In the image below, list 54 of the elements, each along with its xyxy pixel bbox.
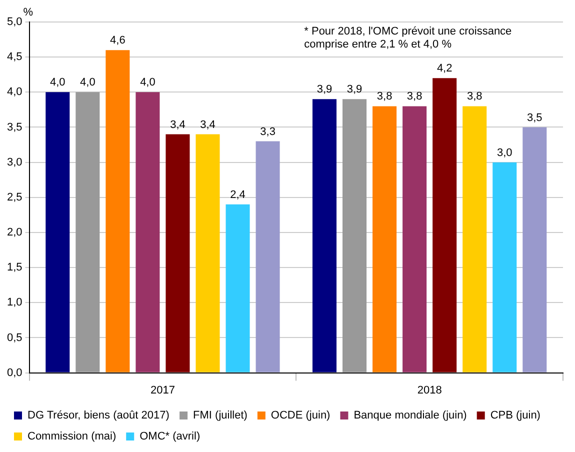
data-label: 3,5 xyxy=(527,112,542,124)
bar xyxy=(312,99,337,372)
data-label: 3,0 xyxy=(496,146,512,159)
y-tick-label: 2,5 xyxy=(6,191,22,204)
y-tick-label: 4,0 xyxy=(6,86,22,98)
data-label: 4,0 xyxy=(50,76,66,89)
data-label: 3,8 xyxy=(376,90,392,103)
annotation: * Pour 2018, l'OMC prévoit une croissance comprise entre 2,1 % et 4,0 % xyxy=(304,26,512,51)
bar xyxy=(462,106,487,372)
bar xyxy=(432,78,457,372)
y-tick-label: 3,0 xyxy=(6,156,22,168)
bar xyxy=(342,99,367,372)
y-tick-label: 0,5 xyxy=(6,332,22,344)
data-label: 3,8 xyxy=(406,90,422,103)
legend-label: OMC* (avril) xyxy=(140,430,200,443)
bar xyxy=(492,162,517,372)
data-label: 3,3 xyxy=(260,126,276,138)
data-label: 4,0 xyxy=(140,76,156,89)
legend-label: DG Trésor, biens (août 2017) xyxy=(28,410,170,422)
bar xyxy=(226,204,250,372)
data-label: 2,4 xyxy=(230,188,246,201)
data-label: 3,9 xyxy=(316,84,332,96)
legend-label: CPB (juin) xyxy=(490,410,540,422)
y-axis-title: % xyxy=(23,6,34,19)
bar xyxy=(402,106,427,372)
data-label: 4,2 xyxy=(436,62,452,75)
bar xyxy=(196,134,220,372)
data-label: 3,4 xyxy=(200,118,216,131)
legend-label: Commission (mai) xyxy=(28,430,116,443)
y-tick-label: 2,0 xyxy=(6,226,22,239)
bar xyxy=(46,92,70,372)
y-tick-label: 0,0 xyxy=(6,366,22,379)
data-label: 3,4 xyxy=(170,118,186,131)
y-tick-label: 4,5 xyxy=(6,51,22,64)
legend-label: FMI (juillet) xyxy=(193,410,248,422)
legend-label: Banque mondiale (juin) xyxy=(354,410,467,422)
data-label: 3,8 xyxy=(466,90,482,103)
data-label: 4,0 xyxy=(80,76,96,89)
data-label: 3,9 xyxy=(346,84,362,96)
x-tick-label: 2018 xyxy=(417,384,442,396)
legend-label: OCDE (juin) xyxy=(270,410,330,422)
x-tick-label: 2017 xyxy=(150,384,175,396)
bar xyxy=(76,92,100,372)
data-label: 4,6 xyxy=(110,34,126,47)
bar xyxy=(372,106,397,372)
bar xyxy=(106,50,130,372)
y-tick-label: 1,5 xyxy=(6,262,22,274)
y-tick-label: 1,0 xyxy=(6,296,22,309)
bar xyxy=(256,141,280,372)
bar xyxy=(136,92,160,372)
y-tick-label: 5,0 xyxy=(6,16,22,28)
bar xyxy=(166,134,190,372)
y-tick-label: 3,5 xyxy=(6,121,22,134)
bar xyxy=(522,127,547,372)
